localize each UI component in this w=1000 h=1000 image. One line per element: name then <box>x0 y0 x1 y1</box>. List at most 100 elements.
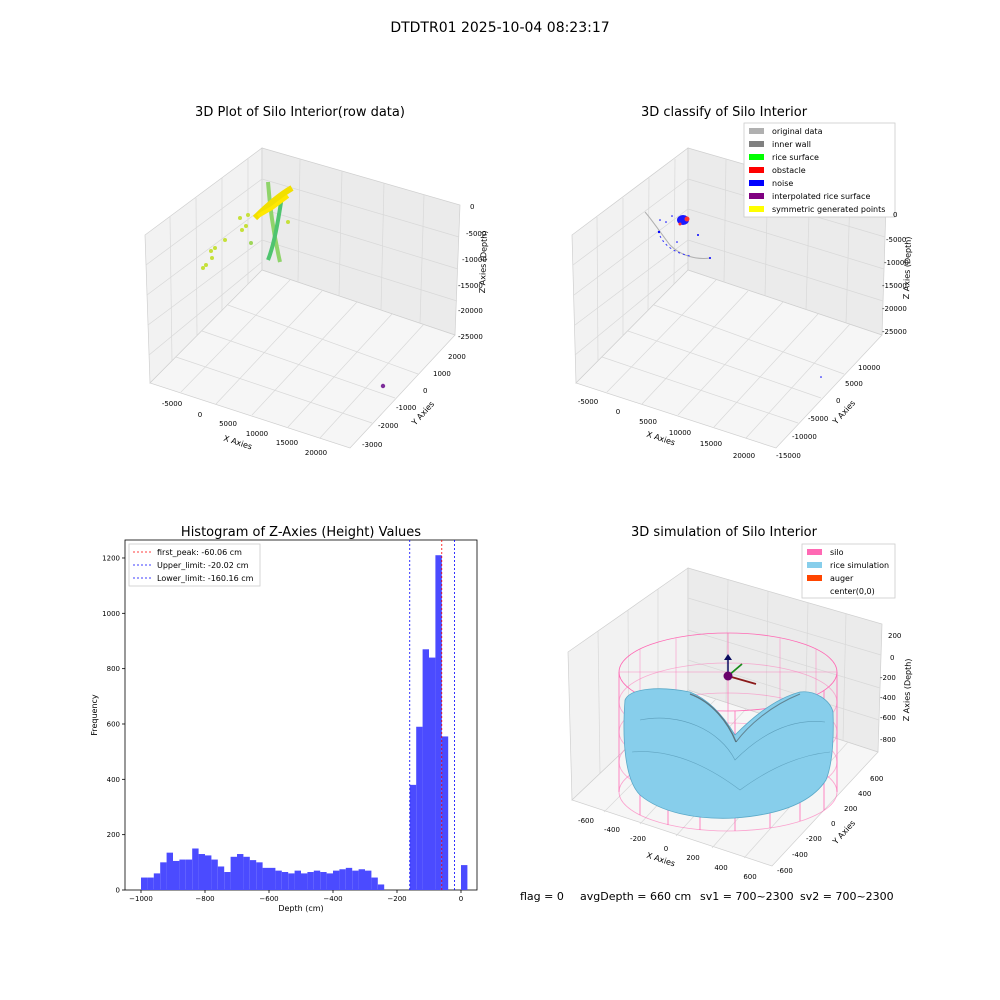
raw-ztick: -10000 <box>462 256 487 264</box>
classify-xtick: 20000 <box>733 452 755 460</box>
simulation-ytick: 400 <box>858 790 871 798</box>
classify-ytick: 5000 <box>845 380 863 388</box>
hist-ylabel: Frequency <box>90 694 99 736</box>
hist-bar <box>371 877 378 890</box>
hist-bar <box>141 877 148 890</box>
legend-entry: interpolated rice surface <box>772 192 870 201</box>
hist-bar <box>435 555 442 890</box>
hist-bar <box>377 884 385 890</box>
simulation-ytick: 0 <box>831 820 835 828</box>
hist-bar <box>192 848 199 890</box>
simulation-ztick: -400 <box>880 694 896 702</box>
classify-ytick: -5000 <box>808 415 828 423</box>
hist-bar <box>281 872 289 890</box>
hist-yticks: 0 200 400 600 800 1000 1200 <box>102 554 125 895</box>
simulation-ytick: -200 <box>806 835 822 843</box>
raw-xtick: 0 <box>198 411 202 419</box>
hist-bar <box>211 859 218 890</box>
simulation-xtick: 600 <box>743 873 756 881</box>
classify-ytick: -10000 <box>792 433 817 441</box>
status-line: flag = 0 avgDepth = 660 cm sv1 = 700~230… <box>520 890 894 903</box>
hist-ytick-label: 400 <box>107 776 120 784</box>
hist-ytick-label: 600 <box>107 720 120 728</box>
classify-ztick: -20000 <box>882 305 907 313</box>
legend-swatch <box>807 549 822 555</box>
hist-bar <box>461 865 468 890</box>
simulation-xtick: 0 <box>664 845 668 853</box>
legend-entry: rice surface <box>772 153 819 162</box>
hist-bar <box>269 867 276 890</box>
classify-ztick: 0 <box>893 211 897 219</box>
legend-entry: Upper_limit: -20.02 cm <box>157 561 249 570</box>
status-sv2: sv2 = 700~2300 <box>800 890 894 903</box>
hist-bar <box>429 657 436 890</box>
hist-xtick-label: 0 <box>459 895 463 903</box>
status-avg-depth: avgDepth = 660 cm <box>580 890 691 903</box>
raw-3d-box <box>144 147 461 449</box>
hist-bar <box>326 873 333 890</box>
hist-bar <box>160 862 167 890</box>
hist-xlabel: Depth (cm) <box>278 904 323 913</box>
hist-bar <box>179 859 186 890</box>
legend-swatch <box>749 141 764 147</box>
simulation-ytick: 600 <box>870 775 883 783</box>
raw-point-cloud <box>201 181 386 389</box>
raw-ytick: -3000 <box>362 441 382 449</box>
classify-point-cloud <box>644 211 822 378</box>
hist-bar <box>217 866 225 890</box>
hist-ytick-label: 800 <box>107 665 120 673</box>
hist-bar <box>185 859 193 890</box>
hist-bar <box>230 856 237 890</box>
hist-bar <box>288 873 295 890</box>
hist-bar <box>249 860 257 890</box>
legend-entry: Lower_limit: -160.16 cm <box>157 574 254 583</box>
hist-bar <box>307 872 314 890</box>
hist-ytick-label: 1200 <box>102 554 120 562</box>
hist-bar <box>339 869 346 890</box>
legend-entry: symmetric generated points <box>772 205 885 214</box>
hist-bar <box>173 860 180 890</box>
hist-bar <box>153 873 161 890</box>
classify-zlabel: Z Axies (Depth) <box>902 236 913 299</box>
hist-bar <box>301 873 308 890</box>
raw-ztick: -20000 <box>458 307 483 315</box>
histogram-panel: Histogram of Z-Axies (Height) Values −10… <box>90 525 478 913</box>
hist-xtick-label: −400 <box>323 895 342 903</box>
hist-title: Histogram of Z-Axies (Height) Values <box>181 525 421 540</box>
legend-swatch <box>749 128 764 134</box>
simulation-title: 3D simulation of Silo Interior <box>631 525 818 540</box>
hist-bar <box>352 870 359 890</box>
hist-bar <box>147 877 154 890</box>
hist-bar <box>294 870 301 890</box>
classify-ztick: -25000 <box>882 328 907 336</box>
hist-bar <box>422 649 429 890</box>
hist-bar <box>409 784 417 890</box>
hist-bar <box>166 852 173 890</box>
legend-entry: noise <box>772 179 793 188</box>
classify-ytick: -15000 <box>776 452 801 460</box>
classify-title: 3D classify of Silo Interior <box>641 105 808 120</box>
legend-entry: silo <box>830 548 844 557</box>
raw-xtick: -5000 <box>162 400 182 408</box>
legend-swatch <box>749 206 764 212</box>
simulation-ztick: -800 <box>880 736 896 744</box>
hist-xticks: −1000 −800 −600 −400 −200 0 <box>129 890 463 903</box>
hist-xtick-label: −1000 <box>129 895 153 903</box>
legend-swatch <box>749 167 764 173</box>
legend-swatch <box>749 193 764 199</box>
hist-bar <box>224 872 231 890</box>
hist-ytick-label: 0 <box>116 887 120 895</box>
hist-xtick-label: −200 <box>387 895 406 903</box>
classify-ztick: -5000 <box>886 236 906 244</box>
simulation-zlabel: Z Axies (Depth) <box>902 658 913 721</box>
hist-bar <box>416 726 423 890</box>
hist-bar <box>313 870 321 890</box>
legend-swatch <box>749 154 764 160</box>
simulation-xtick: -600 <box>578 817 594 825</box>
classify-ztick: -10000 <box>884 259 909 267</box>
classify-xtick: 0 <box>616 408 620 416</box>
simulation-xtick: 400 <box>714 864 727 872</box>
hist-bar <box>320 872 327 890</box>
classify-ytick: 10000 <box>858 364 880 372</box>
raw-ztick: 0 <box>470 203 474 211</box>
